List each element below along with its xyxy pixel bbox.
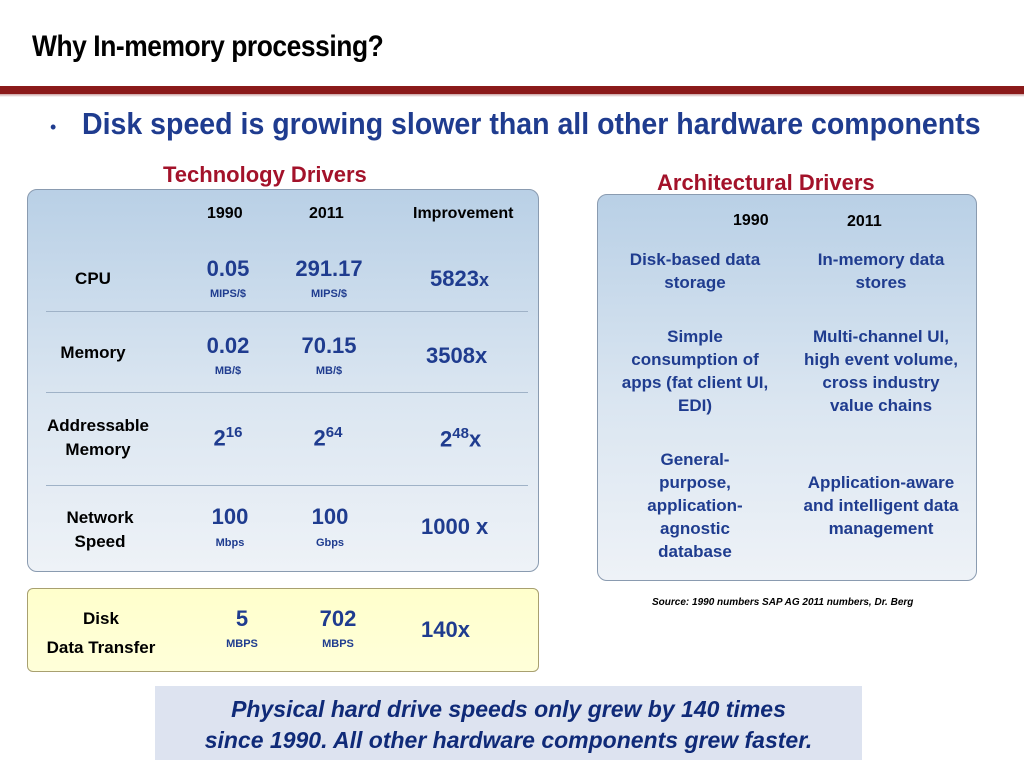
cpu-2011-value: 291.17 (295, 256, 363, 281)
memory-2011-value: 70.15 (301, 333, 357, 358)
arch-1990-consumption: Simple consumption of apps (fat client U… (621, 327, 769, 415)
architectural-drivers-panel (597, 194, 977, 581)
arch-1990-storage: Disk-based data storage (629, 250, 761, 292)
cpu-1990-unit: MIPS/$ (209, 288, 247, 300)
tech-header-improvement: Improvement (413, 205, 514, 222)
row-divider (46, 311, 528, 312)
technology-drivers-panel (27, 189, 539, 572)
row-label-addressable-memory: Addressable Memory (46, 416, 150, 459)
title-rule (0, 86, 1024, 94)
network-1990-value: 100 (211, 504, 249, 529)
summary-callout: Physical hard drive speeds only grew by … (155, 686, 862, 760)
arch-2011-database: Application-aware and intelligent data m… (803, 473, 959, 538)
callout-line-1: Physical hard drive speeds only grew by … (231, 696, 786, 722)
source-note: Source: 1990 numbers SAP AG 2011 numbers… (652, 597, 914, 608)
tech-header-1990: 1990 (207, 205, 243, 222)
disk-1990-value: 5 (235, 606, 249, 631)
addressable-improvement: 248x (440, 425, 482, 452)
bullet-dot-icon: • (50, 117, 57, 137)
architectural-drivers-title: Architectural Drivers (657, 170, 875, 195)
memory-1990-unit: MB/$ (214, 365, 242, 377)
disk-2011-value: 702 (319, 606, 357, 631)
disk-improvement: 140x (421, 617, 470, 642)
callout-line-2: since 1990. All other hardware component… (204, 727, 813, 753)
cpu-improvement: 5823x (430, 266, 489, 291)
row-divider (46, 485, 528, 486)
memory-1990-value: 0.02 (206, 333, 250, 358)
row-divider (46, 392, 528, 393)
cpu-1990-value: 0.05 (206, 256, 250, 281)
disk-2011-unit: MBPS (322, 638, 354, 650)
bullet-text: Disk speed is growing slower than all ot… (82, 106, 981, 141)
disk-data-transfer-panel (27, 588, 539, 672)
network-2011-value: 100 (311, 504, 349, 529)
addressable-2011-value: 264 (313, 424, 343, 451)
network-improvement: 1000 x (421, 514, 489, 539)
row-label-memory: Memory (60, 343, 126, 362)
arch-1990-database: General-purpose, application-agnostic da… (647, 450, 743, 561)
network-2011-unit: Gbps (315, 537, 345, 549)
addressable-1990-value: 216 (213, 424, 243, 451)
tech-header-2011: 2011 (309, 205, 344, 222)
cpu-2011-unit: MIPS/$ (310, 288, 348, 300)
memory-improvement: 3508x (426, 343, 488, 368)
row-label-network-speed: Network Speed (66, 508, 134, 551)
row-label-cpu: CPU (75, 269, 111, 288)
arch-header-2011: 2011 (847, 213, 882, 230)
row-label-disk-data-transfer: Disk Data Transfer (46, 609, 156, 657)
slide-title: Why In-memory processing? (32, 30, 384, 63)
arch-2011-storage: In-memory data stores (817, 250, 945, 292)
technology-drivers-title: Technology Drivers (163, 162, 367, 187)
disk-1990-unit: MBPS (226, 638, 258, 650)
memory-2011-unit: MB/$ (315, 365, 343, 377)
network-1990-unit: Mbps (215, 537, 245, 549)
title-rule-shadow (0, 94, 1024, 97)
arch-2011-consumption: Multi-channel UI, high event volume, cro… (804, 327, 958, 415)
arch-header-1990: 1990 (733, 212, 769, 229)
